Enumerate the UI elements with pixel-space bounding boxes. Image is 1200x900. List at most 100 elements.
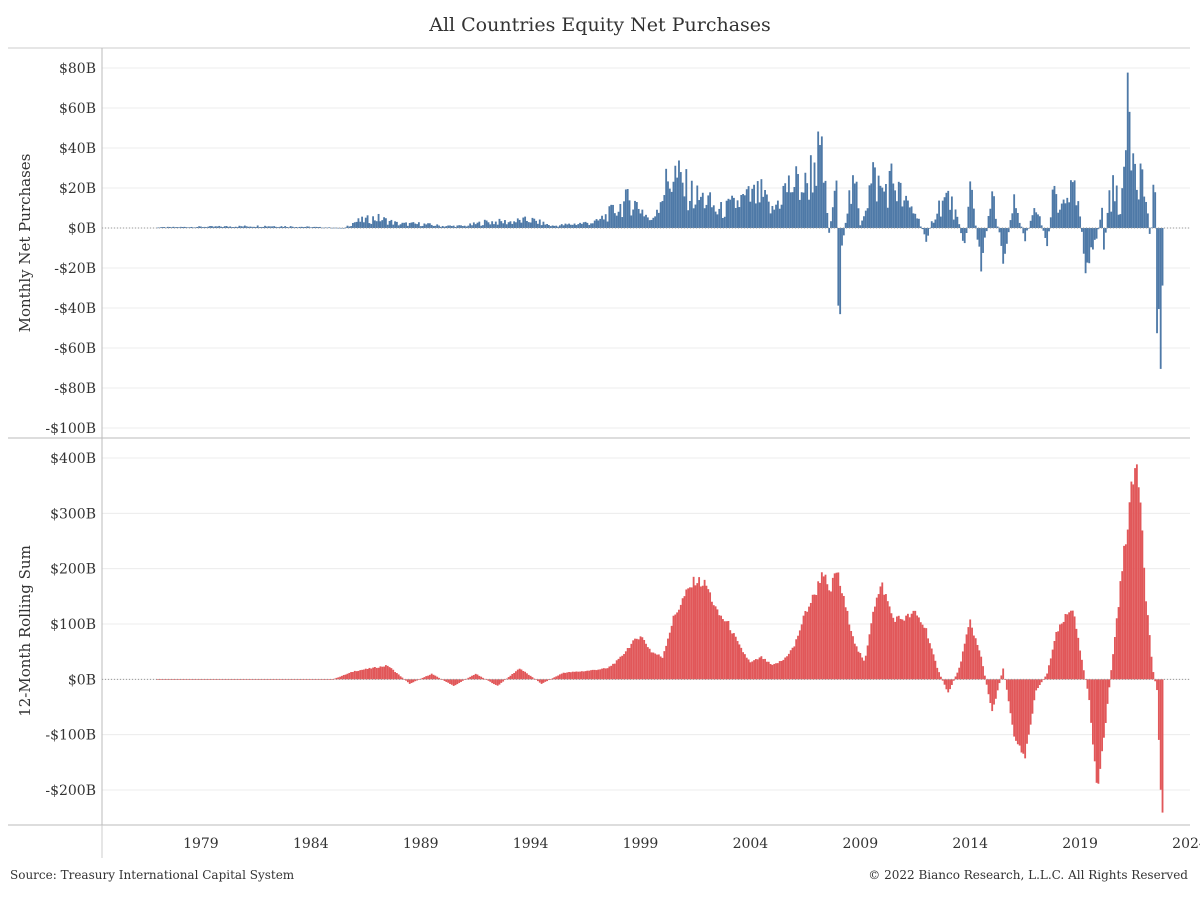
- monthly-bar: [1104, 228, 1107, 233]
- monthly-bar: [496, 224, 499, 228]
- rolling-bar: [826, 584, 829, 680]
- monthly-bar: [364, 217, 367, 228]
- monthly-bar: [892, 183, 895, 228]
- rolling-bar: [709, 592, 712, 680]
- rolling-bar: [344, 674, 347, 680]
- rolling-bar: [346, 673, 349, 680]
- monthly-bar: [291, 226, 294, 228]
- rolling-bar: [839, 585, 842, 680]
- rolling-bar: [989, 679, 992, 704]
- rolling-bar: [1156, 679, 1158, 691]
- rolling-bar: [705, 585, 708, 680]
- monthly-bar: [300, 226, 303, 228]
- monthly-bar: [597, 220, 600, 228]
- rolling-bar: [586, 670, 589, 680]
- monthly-bar: [223, 226, 226, 228]
- monthly-bar: [174, 227, 177, 228]
- rolling-bar: [1088, 679, 1091, 701]
- monthly-bar: [245, 226, 248, 228]
- monthly-bar: [839, 228, 842, 315]
- rolling-bar: [1121, 571, 1124, 680]
- monthly-bar: [472, 222, 475, 228]
- rolling-bar: [452, 679, 455, 686]
- monthly-bar: [1026, 228, 1028, 231]
- rolling-bar: [947, 679, 950, 693]
- rolling-bar: [733, 633, 735, 680]
- rolling-bar: [1038, 679, 1041, 686]
- rolling-bar: [932, 654, 935, 680]
- monthly-bar: [529, 222, 532, 228]
- top-y-tick-label: -$80B: [54, 381, 96, 397]
- rolling-bar: [1079, 650, 1082, 680]
- rolling-bar: [1082, 670, 1085, 680]
- rolling-bar: [885, 594, 887, 680]
- monthly-bar: [716, 214, 719, 228]
- monthly-bar: [672, 181, 675, 228]
- monthly-bar: [381, 220, 384, 228]
- monthly-bar: [795, 166, 798, 228]
- monthly-bar: [405, 222, 407, 228]
- monthly-bar: [375, 221, 378, 228]
- monthly-bar: [1157, 228, 1160, 310]
- rolling-bar: [1124, 544, 1127, 680]
- monthly-bar: [762, 196, 765, 228]
- monthly-bar: [696, 185, 699, 228]
- rolling-bar: [1141, 530, 1144, 680]
- rolling-bar: [364, 668, 367, 680]
- rolling-bar: [546, 679, 549, 682]
- rolling-bar: [1137, 487, 1140, 680]
- x-tick-label: 1994: [513, 836, 549, 852]
- monthly-bar: [1071, 182, 1074, 228]
- rolling-bar: [905, 615, 908, 680]
- rolling-bar: [1016, 679, 1019, 745]
- rolling-bar: [798, 630, 801, 680]
- monthly-bar: [733, 197, 735, 228]
- monthly-bar: [249, 226, 252, 228]
- rolling-bar: [232, 679, 235, 680]
- rolling-bar: [350, 672, 353, 680]
- rolling-bar: [405, 679, 407, 681]
- rolling-bar: [1002, 668, 1005, 680]
- rolling-bar: [738, 644, 741, 680]
- monthly-bar: [359, 221, 362, 228]
- rolling-bar: [1148, 635, 1151, 680]
- rolling-bar: [725, 621, 728, 680]
- rolling-bar: [447, 679, 450, 683]
- monthly-bar: [408, 223, 411, 228]
- monthly-bar: [661, 200, 664, 228]
- rolling-bar: [960, 661, 962, 680]
- rolling-bar: [842, 595, 845, 680]
- rolling-bar: [225, 679, 228, 680]
- monthly-bar: [1086, 228, 1089, 263]
- rolling-bar: [379, 666, 382, 680]
- monthly-bar: [852, 175, 854, 228]
- monthly-bar: [707, 195, 710, 228]
- monthly-bar: [782, 185, 785, 228]
- rolling-bar: [564, 672, 567, 680]
- rolling-bar: [544, 679, 547, 682]
- monthly-bar: [698, 200, 701, 228]
- monthly-bar: [441, 225, 444, 228]
- monthly-bar: [218, 225, 221, 228]
- monthly-bar: [1146, 213, 1149, 228]
- monthly-bar: [791, 192, 794, 228]
- monthly-bar: [562, 225, 565, 228]
- monthly-bar: [447, 225, 450, 228]
- monthly-bar: [1156, 228, 1158, 334]
- monthly-bar: [720, 202, 723, 228]
- rolling-bar: [637, 639, 640, 680]
- monthly-bar: [809, 155, 812, 228]
- monthly-bar: [1143, 196, 1146, 228]
- monthly-bar: [461, 226, 464, 228]
- monthly-bar: [881, 187, 884, 228]
- monthly-bar: [361, 216, 364, 228]
- monthly-bar: [663, 195, 666, 228]
- rolling-bar: [1081, 659, 1083, 680]
- rolling-bar: [969, 619, 972, 680]
- monthly-bar: [767, 201, 770, 228]
- monthly-bar: [229, 226, 232, 228]
- rolling-bar: [445, 679, 448, 682]
- rolling-bar: [555, 676, 558, 680]
- rolling-bar: [628, 648, 631, 680]
- rolling-bar: [875, 597, 878, 680]
